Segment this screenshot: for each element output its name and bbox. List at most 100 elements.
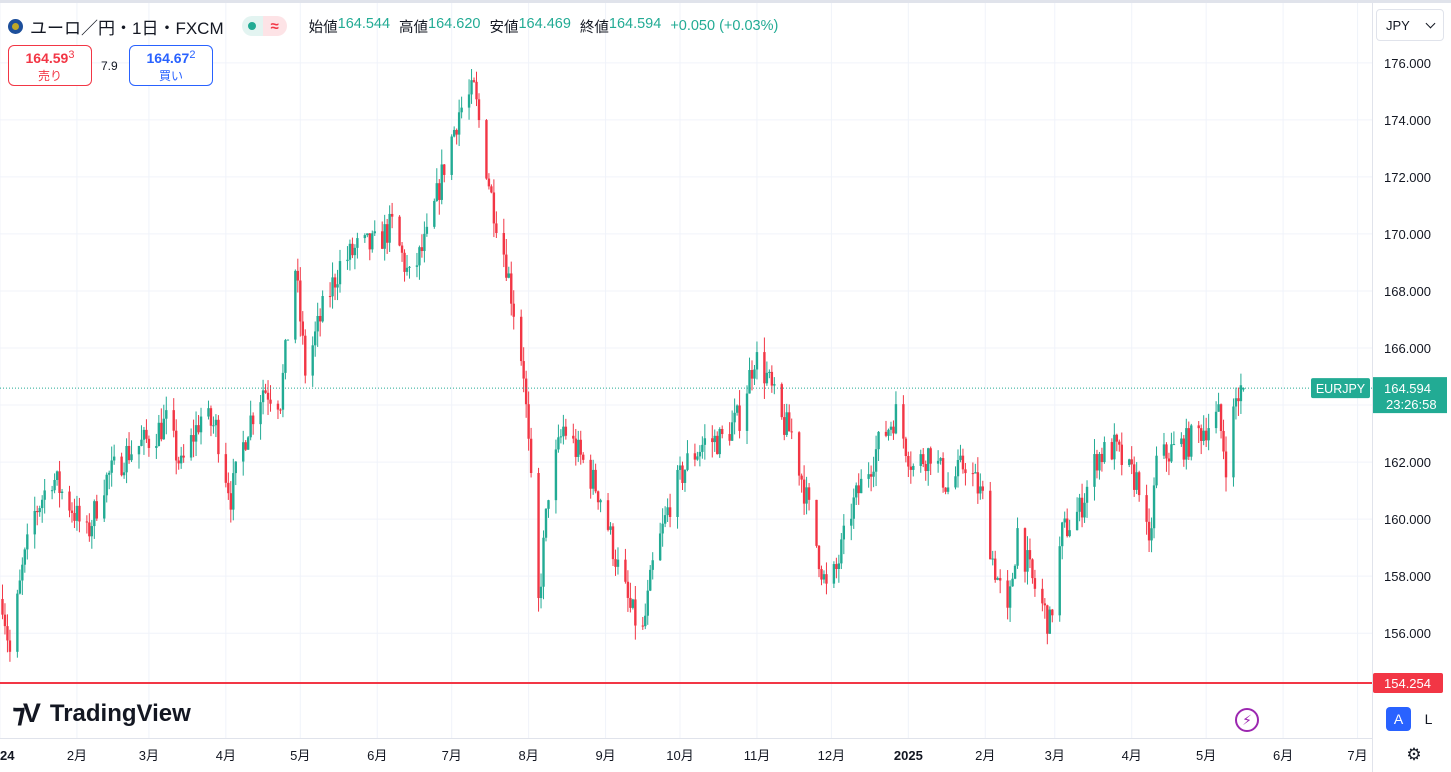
candle	[336, 269, 339, 301]
candle-body	[976, 472, 980, 494]
candle	[1242, 387, 1245, 392]
candle-body	[527, 404, 530, 439]
candle-body	[418, 247, 421, 266]
candle	[807, 483, 811, 511]
candle	[822, 570, 826, 584]
candle-body	[559, 436, 563, 438]
log-scale-button[interactable]: L	[1424, 711, 1433, 727]
candle	[276, 400, 280, 420]
candle-body	[405, 267, 409, 272]
candle	[105, 472, 108, 503]
candle	[989, 481, 992, 560]
tradingview-logo[interactable]: ⁊V TradingView	[12, 698, 191, 729]
candle	[249, 400, 252, 441]
candle-body	[1113, 434, 1116, 460]
buy-button[interactable]: 164.672 買い	[129, 45, 213, 86]
candle	[614, 549, 617, 576]
candle-body	[817, 545, 821, 570]
candle	[946, 472, 950, 495]
candle-body	[850, 518, 853, 526]
candle	[651, 552, 654, 580]
candle	[1130, 446, 1133, 475]
candle	[58, 460, 61, 508]
candle	[53, 473, 56, 494]
candle-body	[199, 416, 203, 433]
candle-body	[842, 525, 846, 540]
candle	[189, 428, 193, 461]
candle	[1078, 493, 1081, 522]
candle-body	[867, 474, 870, 479]
candle	[609, 522, 612, 535]
candle-body	[251, 415, 255, 425]
last-price-value: 164.594	[1384, 381, 1431, 396]
candle-body	[420, 247, 424, 252]
candle-body	[346, 259, 349, 262]
candle	[475, 71, 478, 107]
currency-dropdown[interactable]: JPY	[1376, 9, 1444, 41]
candle	[398, 215, 401, 247]
price-tick-label: 168.000	[1384, 284, 1431, 299]
candle	[348, 239, 352, 271]
candle-body	[998, 578, 1002, 581]
candle-body	[490, 186, 493, 193]
candle-body	[820, 569, 823, 580]
candle	[559, 429, 563, 444]
candle-body	[294, 270, 297, 340]
candle-body	[989, 490, 992, 560]
candle	[1237, 387, 1240, 416]
candle-body	[55, 471, 59, 480]
candle	[859, 469, 863, 494]
lightning-icon[interactable]: ⚡	[1235, 708, 1259, 732]
candle	[738, 390, 741, 439]
candle	[351, 237, 354, 259]
symbol-title[interactable]: ユーロ／円・1日・FXCM	[8, 14, 224, 39]
price-tick-label: 170.000	[1384, 227, 1431, 242]
candle	[956, 449, 960, 488]
candle	[874, 435, 878, 487]
market-status-pill[interactable]: ≈	[241, 16, 287, 36]
candle	[75, 495, 79, 531]
candle	[281, 364, 285, 418]
candle-body	[1023, 528, 1027, 572]
auto-scale-button[interactable]: A	[1386, 707, 1411, 731]
candle	[331, 262, 334, 309]
gear-icon[interactable]: ⚙	[1406, 745, 1422, 764]
candle	[207, 400, 210, 420]
candle	[1180, 432, 1183, 447]
time-axis: 2024 2月 3月 4月 5月 6月 7月 8月 9月 10月 11月 12月 2025 2月 3月 4月 5…	[0, 748, 1368, 763]
candle-body	[155, 445, 158, 448]
candle	[1100, 447, 1104, 472]
candle	[884, 420, 888, 438]
candle	[390, 202, 394, 229]
candle	[383, 214, 386, 261]
candle	[527, 391, 530, 451]
candle	[904, 436, 908, 463]
candle-body	[835, 564, 838, 569]
candle-body	[877, 431, 880, 450]
candle	[544, 508, 548, 542]
candle-body	[78, 505, 81, 522]
candle-body	[492, 192, 496, 224]
candle	[26, 523, 29, 560]
candle-body	[286, 339, 290, 341]
candle	[1041, 578, 1044, 612]
candle	[316, 302, 319, 347]
candle-body	[668, 507, 672, 517]
candle	[371, 230, 374, 253]
price-tick-label: 172.000	[1384, 170, 1431, 185]
candle-body	[626, 581, 630, 598]
candle-body	[276, 403, 280, 410]
candle-body	[1103, 442, 1106, 463]
candle	[596, 490, 600, 510]
candle-body	[440, 164, 443, 200]
candle	[492, 179, 496, 238]
sell-button[interactable]: 164.593 売り	[8, 45, 92, 86]
candle-body	[197, 425, 200, 433]
candle	[495, 211, 498, 239]
candle-body	[1187, 428, 1190, 457]
candle	[773, 377, 776, 395]
time-tick-label: 6月	[367, 748, 387, 763]
candle	[1155, 446, 1158, 489]
candle-body	[425, 226, 429, 234]
